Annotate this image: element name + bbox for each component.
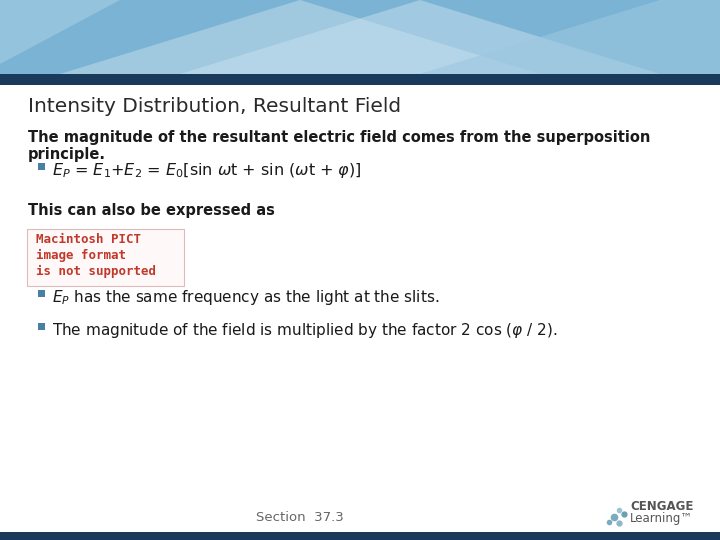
Text: The magnitude of the field is multiplied by the factor 2 cos ($\varphi$ / 2).: The magnitude of the field is multiplied… xyxy=(52,321,557,340)
Text: principle.: principle. xyxy=(28,147,106,162)
Polygon shape xyxy=(180,0,660,74)
Bar xyxy=(38,323,45,330)
Text: Macintosh PICT: Macintosh PICT xyxy=(36,233,141,246)
Text: The magnitude of the resultant electric field comes from the superposition: The magnitude of the resultant electric … xyxy=(28,130,650,145)
Bar xyxy=(38,290,45,297)
Polygon shape xyxy=(420,0,720,74)
Polygon shape xyxy=(0,0,120,64)
Text: Section  37.3: Section 37.3 xyxy=(256,511,344,524)
Text: image format: image format xyxy=(36,249,126,262)
Text: $E_P$ has the same frequency as the light at the slits.: $E_P$ has the same frequency as the ligh… xyxy=(52,288,439,307)
Bar xyxy=(0,74,720,85)
FancyBboxPatch shape xyxy=(27,229,184,286)
Bar xyxy=(38,163,45,170)
Text: $E_P$ = $E_1$+$E_2$ = $E_0$[sin $\omega$t + sin ($\omega$t + $\varphi$)]: $E_P$ = $E_1$+$E_2$ = $E_0$[sin $\omega$… xyxy=(52,161,361,180)
Text: Learning™: Learning™ xyxy=(630,512,693,525)
Text: CENGAGE: CENGAGE xyxy=(630,500,693,513)
Text: Intensity Distribution, Resultant Field: Intensity Distribution, Resultant Field xyxy=(28,97,401,116)
Bar xyxy=(0,0,720,74)
Text: is not supported: is not supported xyxy=(36,265,156,278)
Bar xyxy=(0,532,720,540)
Polygon shape xyxy=(60,0,540,74)
Text: This can also be expressed as: This can also be expressed as xyxy=(28,203,275,218)
